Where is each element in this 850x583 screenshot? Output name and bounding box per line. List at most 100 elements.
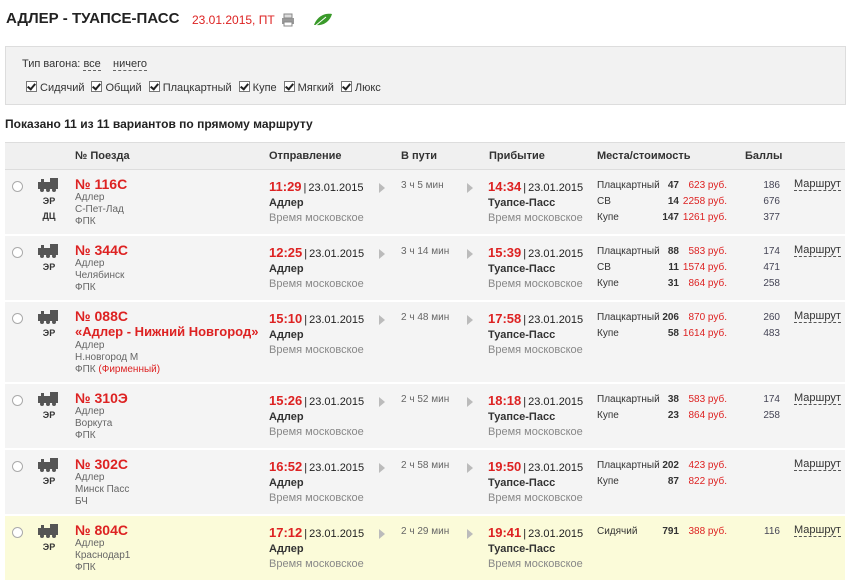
type-option[interactable]: Мягкий: [283, 81, 334, 94]
print-icon[interactable]: [280, 12, 296, 28]
departure-time-line: 15:10 | 23.01.2015: [269, 311, 364, 328]
train-badge: ЭР: [42, 196, 56, 206]
seat-count: 147: [662, 212, 679, 223]
type-option[interactable]: Купе: [238, 81, 277, 94]
select-radio[interactable]: [12, 181, 23, 192]
seat-points: 471: [763, 262, 780, 273]
type-list: Сидячий Общий Плацкартный Купе Мягкий Люкс: [26, 81, 388, 94]
checkbox[interactable]: [283, 81, 295, 92]
type-option[interactable]: Сидячий: [26, 81, 85, 94]
departure-date: 23.01.2015: [309, 528, 365, 540]
seat-line: СВ 11 1574 руб. 471: [597, 262, 797, 278]
checkbox[interactable]: [91, 81, 103, 92]
duration: 2 ч 29 мин: [401, 526, 450, 537]
seat-price: 423 руб.: [688, 460, 727, 471]
select-radio[interactable]: [12, 247, 23, 258]
seat-line: Плацкартный 206 870 руб. 260: [597, 312, 797, 328]
route-link[interactable]: Маршрут: [794, 524, 841, 537]
arrival-station: Туапсе-Пасс: [488, 329, 556, 341]
type-option[interactable]: Общий: [91, 81, 142, 94]
train-to: Минск Пасс: [75, 484, 130, 495]
carrier: ФПК: [75, 562, 96, 573]
arrival-time: 19:41: [488, 525, 522, 540]
arrow-icon: [467, 529, 473, 539]
seat-type: Купе: [597, 328, 619, 339]
arrival-station: Туапсе-Пасс: [488, 263, 556, 275]
seat-type: Плацкартный: [597, 394, 660, 405]
arrow-icon: [467, 463, 473, 473]
checkbox[interactable]: [148, 81, 160, 92]
seat-price: 583 руб.: [688, 246, 727, 257]
select-all[interactable]: все: [83, 58, 101, 71]
arrival-time-line: 14:34 | 23.01.2015: [488, 179, 583, 196]
arrival-tz: Время московское: [488, 344, 583, 356]
seat-type: Плацкартный: [597, 460, 660, 471]
arrival-time: 18:18: [488, 393, 522, 408]
train-info: № 804С Адлер Краснодар1 ФПК: [75, 522, 845, 574]
select-radio[interactable]: [12, 527, 23, 538]
carrier-line: ФПК: [75, 562, 845, 574]
seat-type: Купе: [597, 278, 619, 289]
train-from: Адлер: [75, 538, 105, 549]
train-badge: ЭР: [42, 262, 56, 272]
separator: |: [304, 248, 308, 260]
departure-tz: Время московское: [269, 278, 364, 290]
separator: |: [523, 528, 527, 540]
train-info: № 116С Адлер С-Пет-Лад ФПК: [75, 176, 845, 228]
departure-time-line: 17:12 | 23.01.2015: [269, 525, 364, 542]
route-link[interactable]: Маршрут: [794, 458, 841, 471]
arrival-station: Туапсе-Пасс: [488, 197, 556, 209]
seat-type: СВ: [597, 196, 611, 207]
seat-type: Купе: [597, 476, 619, 487]
checkbox[interactable]: [26, 81, 37, 92]
seat-count: 58: [667, 328, 679, 339]
arrival-time: 19:50: [488, 459, 522, 474]
arrival-cell: 17:58 | 23.01.2015 Туапсе-Пасс Время московс…: [488, 311, 583, 358]
type-option[interactable]: Плацкартный: [148, 81, 232, 94]
train-icon: [38, 458, 60, 475]
route-link[interactable]: Маршрут: [794, 310, 841, 323]
departure-time-line: 12:25 | 23.01.2015: [269, 245, 364, 262]
seat-price: 388 руб.: [688, 526, 727, 537]
train-from: Адлер: [75, 192, 105, 203]
seat-price: 2258 руб.: [682, 196, 727, 207]
seat-points: 174: [763, 246, 780, 257]
departure-date: 23.01.2015: [309, 462, 365, 474]
departure-date: 23.01.2015: [309, 314, 365, 326]
checkbox[interactable]: [340, 81, 352, 92]
select-radio[interactable]: [12, 395, 23, 406]
train-from: Адлер: [75, 258, 105, 269]
train-to: Н.новгород М: [75, 352, 139, 363]
seat-line: Купе 58 1614 руб. 483: [597, 328, 797, 344]
select-none[interactable]: ничего: [113, 58, 147, 71]
route-link[interactable]: Маршрут: [794, 244, 841, 257]
departure-cell: 15:10 | 23.01.2015 Адлер Время московское: [269, 311, 364, 358]
select-radio[interactable]: [12, 461, 23, 472]
carrier: ФПК: [75, 216, 96, 227]
separator: |: [304, 462, 308, 474]
checkbox[interactable]: [238, 81, 250, 92]
departure-time: 17:12: [269, 525, 303, 540]
type-label: Сидячий: [40, 82, 85, 94]
departure-time-line: 15:26 | 23.01.2015: [269, 393, 364, 410]
train-row: ЭР ДЦ № 116С Адлер С-Пет-Лад ФПК 11:29 | 23.01.2…: [5, 170, 845, 236]
train-name: «Адлер - Нижний Новгород»: [75, 324, 259, 339]
train-info: № 344С Адлер Челябинск ФПК: [75, 242, 845, 294]
route-link[interactable]: Маршрут: [794, 392, 841, 405]
route-link[interactable]: Маршрут: [794, 178, 841, 191]
seat-points: 676: [763, 196, 780, 207]
seat-count: 47: [667, 180, 679, 191]
arrival-cell: 14:34 | 23.01.2015 Туапсе-Пасс Время московс…: [488, 179, 583, 226]
seat-points: 483: [763, 328, 780, 339]
train-number: № 804С: [75, 522, 128, 538]
type-option[interactable]: Люкс: [340, 81, 381, 94]
seat-line: Купе 31 864 руб. 258: [597, 278, 797, 294]
departure-cell: 16:52 | 23.01.2015 Адлер Время московское: [269, 459, 364, 506]
select-radio[interactable]: [12, 313, 23, 324]
departure-tz: Время московское: [269, 344, 364, 356]
seat-price: 822 руб.: [688, 476, 727, 487]
arrival-time: 15:39: [488, 245, 522, 260]
eco-icon[interactable]: [312, 11, 334, 29]
carrier: БЧ: [75, 496, 88, 507]
arrival-cell: 15:39 | 23.01.2015 Туапсе-Пасс Время московс…: [488, 245, 583, 292]
